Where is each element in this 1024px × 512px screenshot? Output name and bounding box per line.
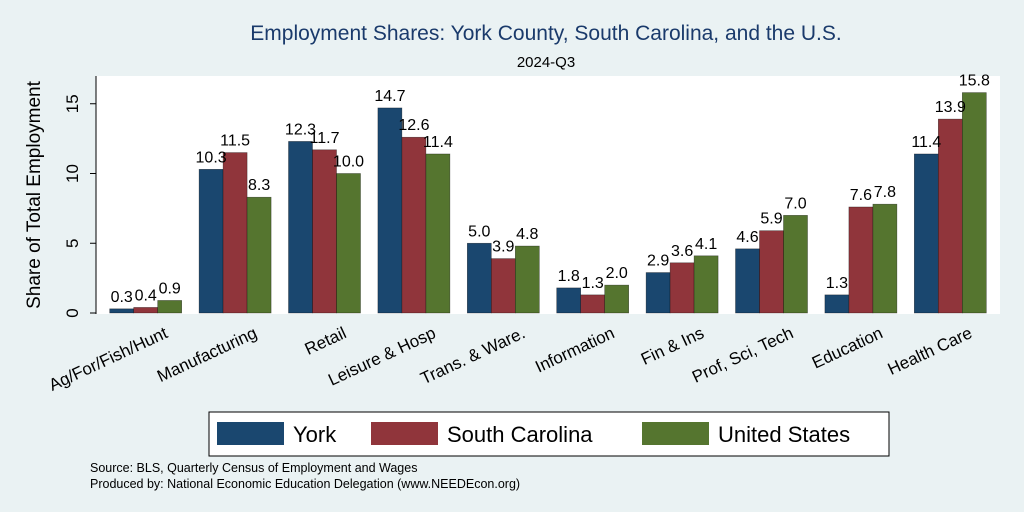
y-axis-title: Share of Total Employment xyxy=(24,80,45,308)
bar-york xyxy=(824,294,850,314)
data-label: 12.3 xyxy=(285,121,316,138)
bar-united-states xyxy=(514,245,540,314)
bar-york xyxy=(109,308,134,314)
data-label: 0.9 xyxy=(159,280,181,297)
data-label: 12.6 xyxy=(398,117,429,134)
data-label: 8.3 xyxy=(248,177,270,194)
data-label: 7.8 xyxy=(874,184,896,201)
bar-york xyxy=(377,107,403,314)
produced-by-note: Produced by: National Economic Education… xyxy=(90,477,520,491)
data-label: 11.4 xyxy=(911,134,941,151)
legend: York South Carolina United States xyxy=(208,411,890,457)
data-label: 11.5 xyxy=(220,133,250,150)
bar-south-carolina xyxy=(222,152,248,314)
legend-label: South Carolina xyxy=(447,422,593,447)
data-label: 7.0 xyxy=(784,195,806,212)
data-label: 1.3 xyxy=(826,275,848,292)
bar-york xyxy=(913,153,939,314)
bar-york xyxy=(645,272,671,314)
bar-united-states xyxy=(425,153,451,314)
bar-united-states xyxy=(246,196,272,314)
data-label: 3.6 xyxy=(671,243,693,260)
bar-york xyxy=(735,248,760,314)
bar-york xyxy=(288,141,313,314)
y-tick-label: 15 xyxy=(63,94,82,113)
data-label: 4.8 xyxy=(516,226,538,243)
y-axis-ticks: 0 5 10 15 xyxy=(63,94,96,318)
bar-south-carolina xyxy=(312,149,337,314)
data-label: 4.1 xyxy=(695,236,717,253)
data-label: 0.3 xyxy=(111,289,133,306)
legend-swatch xyxy=(217,422,284,445)
bar-south-carolina xyxy=(133,307,158,314)
legend-box xyxy=(208,411,890,457)
y-tick-label: 10 xyxy=(63,164,82,183)
legend-label: United States xyxy=(718,422,850,447)
bar-south-carolina xyxy=(848,206,874,314)
bar-united-states xyxy=(783,215,808,314)
data-label: 11.4 xyxy=(423,134,453,151)
bar-united-states xyxy=(157,300,182,314)
data-label: 10.3 xyxy=(196,149,227,166)
data-label: 5.9 xyxy=(760,211,782,228)
data-label: 10.0 xyxy=(333,154,364,171)
bar-united-states xyxy=(872,203,898,314)
bar-united-states xyxy=(693,255,719,314)
bar-south-carolina xyxy=(937,118,963,314)
data-label: 13.9 xyxy=(935,99,966,116)
bar-united-states xyxy=(336,173,361,314)
legend-swatch xyxy=(371,422,438,445)
data-labels-group: 0.3 0.4 0.9 10.311.5 8.3 12.311.7 10.0 14.7 12.6… xyxy=(111,73,990,306)
legend-label: York xyxy=(293,422,337,447)
data-label: 3.9 xyxy=(492,239,514,256)
data-label: 11.7 xyxy=(310,130,340,147)
data-label: 7.6 xyxy=(850,187,872,204)
source-note: Source: BLS, Quarterly Census of Employm… xyxy=(90,461,417,475)
bars-group xyxy=(109,92,987,314)
bar-south-carolina xyxy=(580,294,606,314)
bar-south-carolina xyxy=(669,262,695,314)
data-label: 4.6 xyxy=(736,229,758,246)
data-label: 2.9 xyxy=(647,253,669,270)
legend-items: York South Carolina United States xyxy=(217,422,850,447)
chart-title: Employment Shares: York County, South Ca… xyxy=(250,22,841,45)
bar-united-states xyxy=(604,284,630,314)
data-label: 2.0 xyxy=(606,265,628,282)
y-tick-label: 5 xyxy=(63,239,82,248)
legend-swatch xyxy=(642,422,709,445)
bar-united-states xyxy=(961,92,987,314)
bar-south-carolina xyxy=(490,258,516,314)
bar-york xyxy=(198,169,224,314)
y-tick-label: 0 xyxy=(63,308,82,317)
data-label: 14.7 xyxy=(374,88,405,105)
bar-york xyxy=(466,242,492,314)
bar-south-carolina xyxy=(401,136,427,314)
data-label: 1.3 xyxy=(582,275,604,292)
bar-york xyxy=(556,287,582,314)
bar-south-carolina xyxy=(759,230,784,314)
chart-subtitle: 2024-Q3 xyxy=(517,54,575,71)
data-label: 15.8 xyxy=(959,73,990,90)
data-label: 0.4 xyxy=(135,287,157,304)
data-label: 1.8 xyxy=(558,268,580,285)
data-label: 5.0 xyxy=(468,223,490,240)
